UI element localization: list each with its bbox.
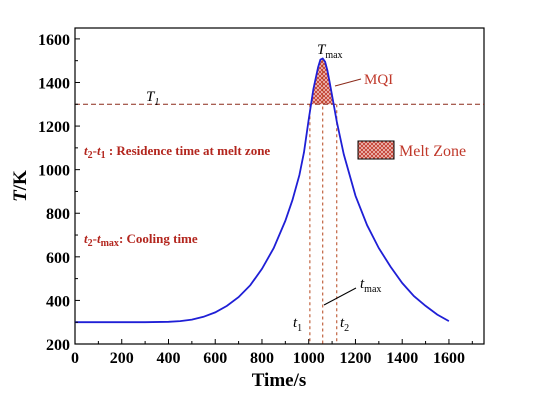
threshold-label: T1 xyxy=(146,89,159,108)
y-axis-ticks: 200 400 600 800 1000 1200 1400 1600 xyxy=(38,32,80,354)
y-tick-label: 800 xyxy=(46,206,70,223)
x-tick-label: 1200 xyxy=(339,350,371,367)
mqi-label: MQI xyxy=(364,72,393,88)
x-tick-label: 200 xyxy=(110,350,134,367)
x-axis-title: Time/s xyxy=(252,370,307,391)
tmax-pointer xyxy=(323,287,357,306)
y-tick-label: 200 xyxy=(46,337,70,354)
cooling-annotation: t2-tmax: Cooling time xyxy=(84,231,198,249)
x-tick-label: 600 xyxy=(203,350,227,367)
x-tick-label: 400 xyxy=(156,350,180,367)
plot-frame xyxy=(74,27,485,345)
legend: Melt Zone xyxy=(357,140,466,160)
legend-swatch xyxy=(357,140,395,160)
x-tick-label: 800 xyxy=(250,350,274,367)
marker-label-t2: t2 xyxy=(340,315,349,334)
marker-label-t1: t1 xyxy=(293,315,302,334)
y-tick-label: 1600 xyxy=(38,32,70,49)
residence-annotation: t2-t1 : Residence time at melt zone xyxy=(84,143,270,161)
x-tick-label: 0 xyxy=(71,350,79,367)
melt-zone-fill xyxy=(311,58,334,105)
y-tick-label: 600 xyxy=(46,250,70,267)
legend-label: Melt Zone xyxy=(399,143,466,160)
y-axis-title: T/K xyxy=(10,170,31,202)
y-tick-label: 1000 xyxy=(38,163,70,180)
y-tick-label: 1400 xyxy=(38,75,70,92)
temperature-curve xyxy=(75,57,450,324)
marker-label-tmax: tmax xyxy=(360,276,381,295)
x-tick-label: 1600 xyxy=(433,350,465,367)
y-tick-label: 400 xyxy=(46,293,70,310)
marker-lines xyxy=(309,58,338,344)
y-tick-label: 1200 xyxy=(38,119,70,136)
mqi-pointer xyxy=(334,78,362,87)
x-tick-label: 1000 xyxy=(293,350,325,367)
x-tick-label: 1400 xyxy=(386,350,418,367)
x-axis-ticks: 0 200 400 600 800 1000 1200 1400 1600 xyxy=(71,339,473,367)
peak-label: Tmax xyxy=(317,42,343,61)
